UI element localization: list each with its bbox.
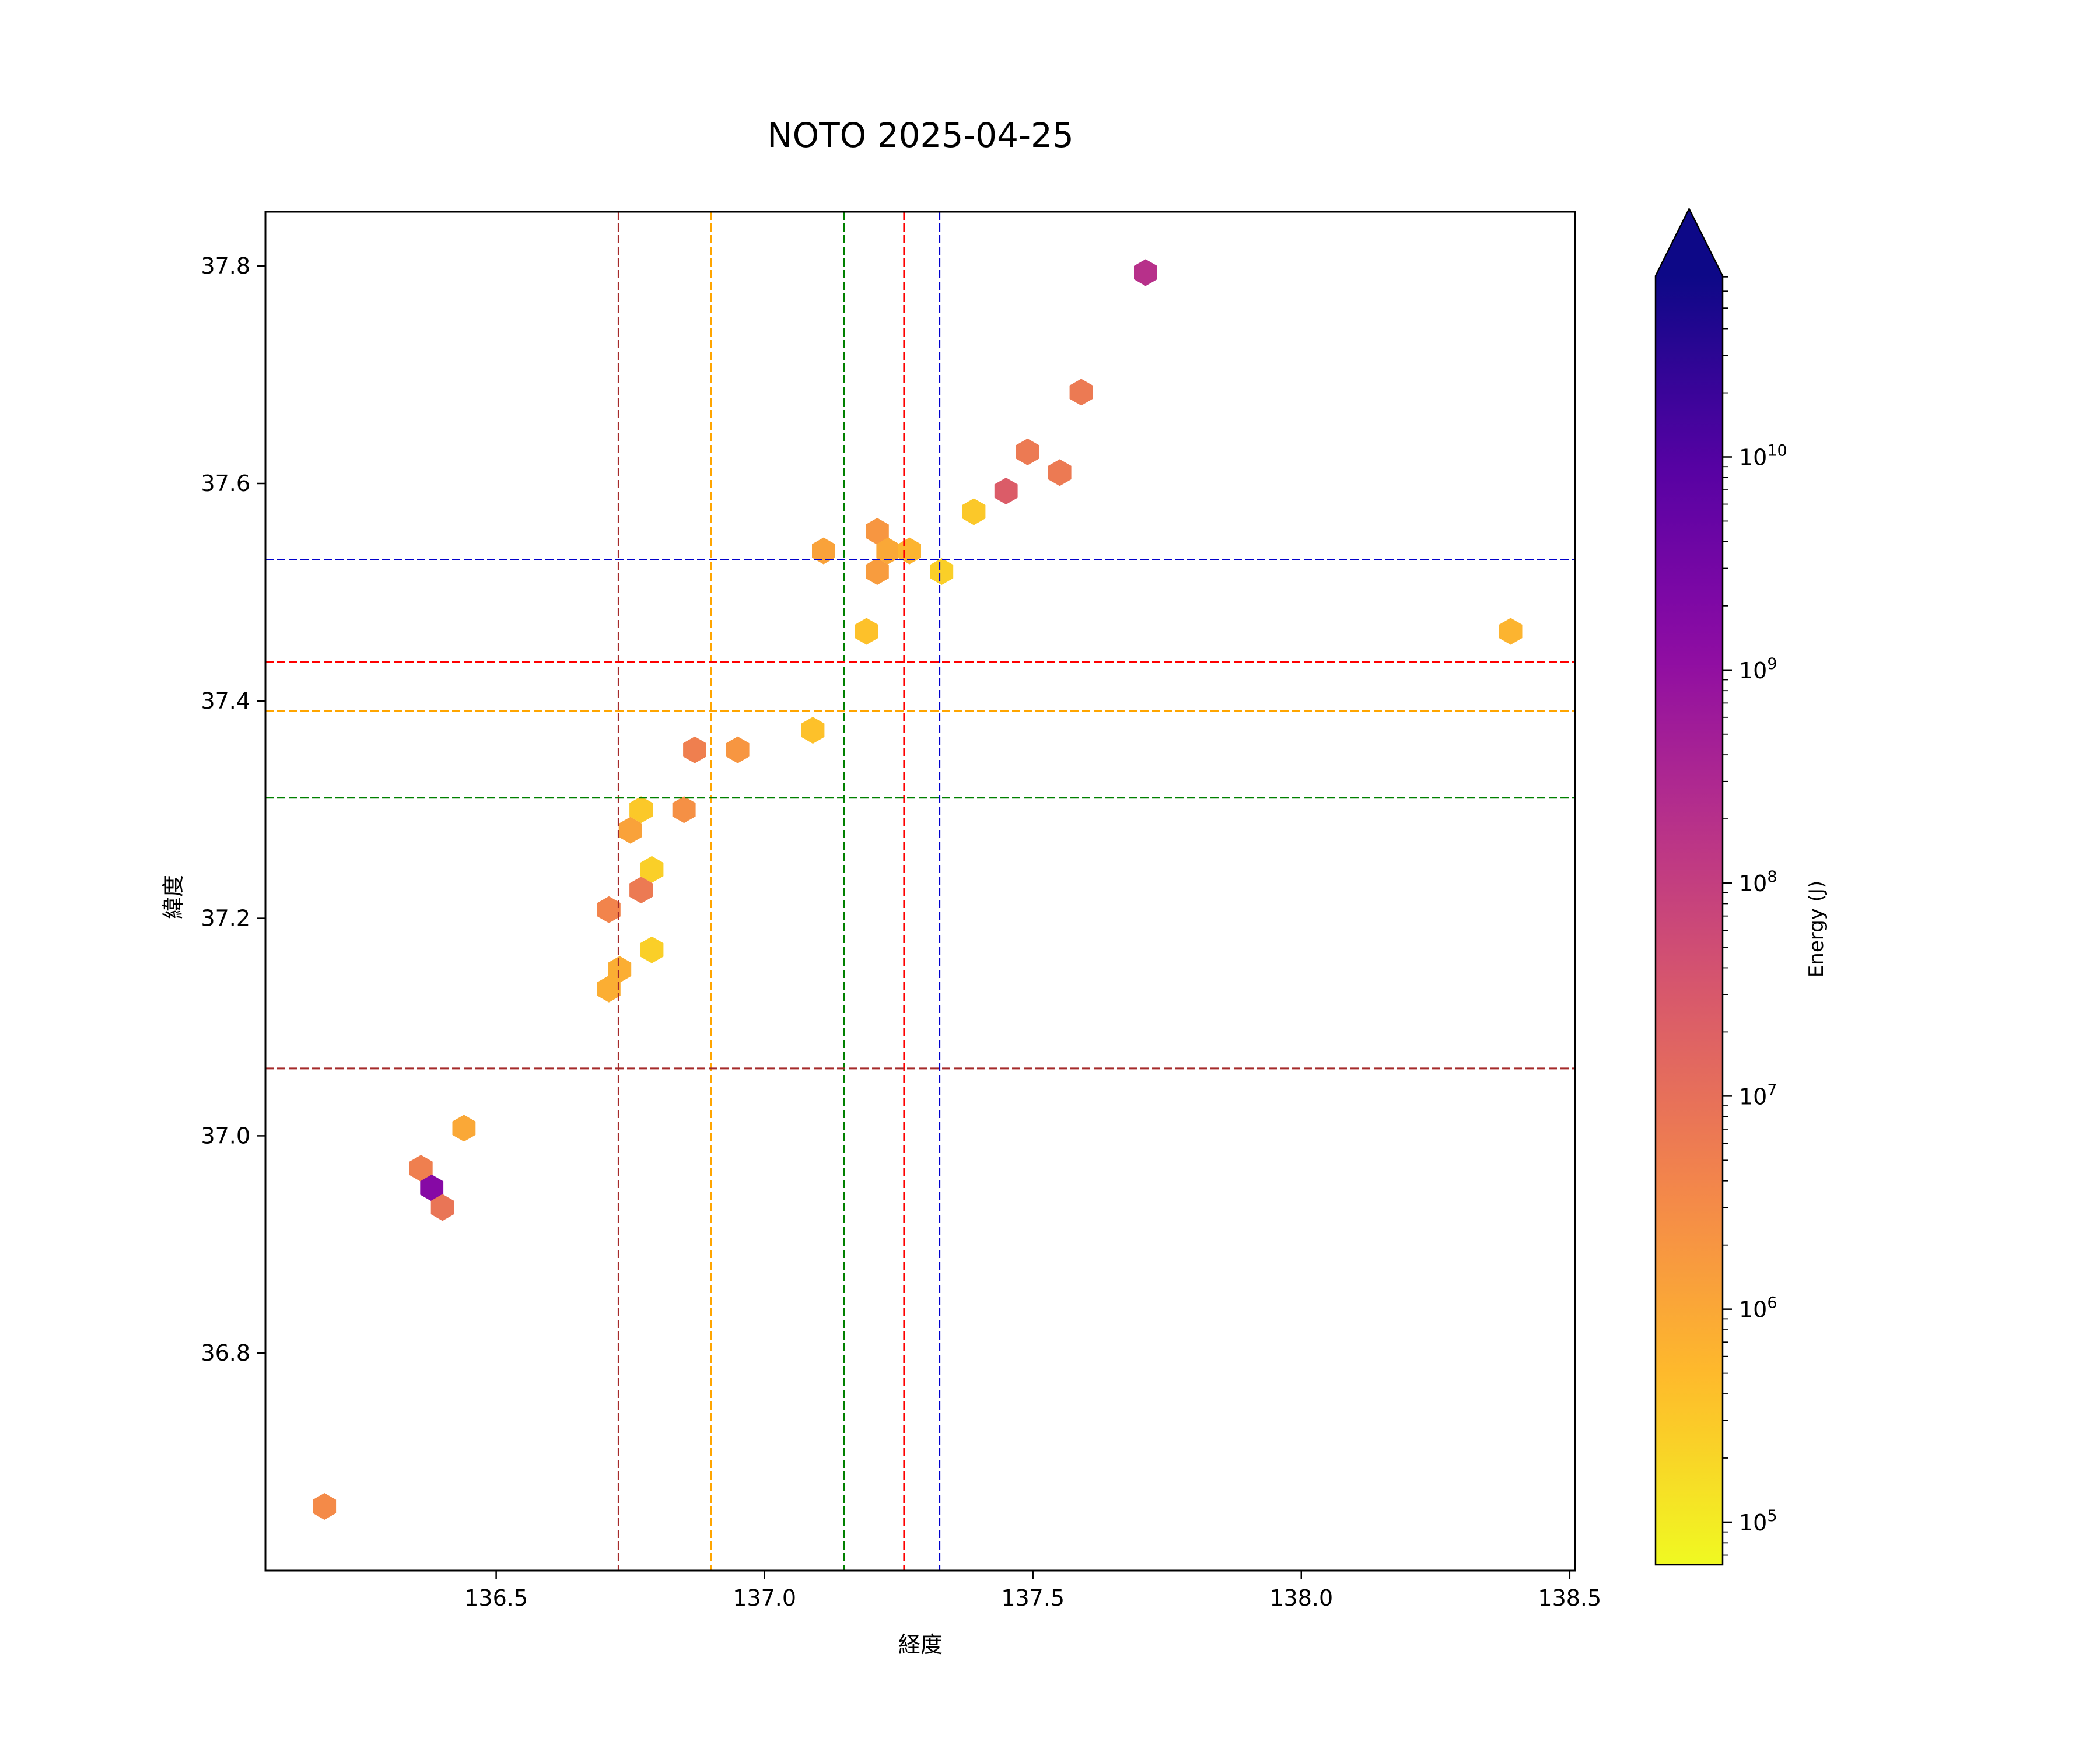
colorbar-tick-label: 109: [1739, 655, 1777, 684]
data-point: [409, 1155, 433, 1182]
data-point: [618, 817, 642, 844]
x-axis-label: 経度: [898, 1632, 943, 1658]
data-point: [313, 1493, 337, 1520]
y-tick-label: 37.4: [201, 688, 250, 714]
y-tick-label: 37.6: [201, 471, 250, 496]
colorbar-label: Energy (J): [1805, 881, 1828, 977]
data-point: [1069, 379, 1093, 406]
plot-frame: [264, 211, 1576, 1572]
data-point: [1016, 438, 1040, 465]
x-tick-label: 136.5: [464, 1585, 528, 1611]
data-point: [1499, 618, 1522, 645]
chart-title: NOTO 2025-04-25: [767, 115, 1074, 155]
colorbar-tick-label: 105: [1739, 1507, 1777, 1536]
data-point: [1134, 259, 1157, 286]
data-point: [629, 877, 653, 904]
data-point: [962, 498, 986, 525]
data-point: [930, 558, 954, 585]
data-point: [866, 558, 889, 585]
colorbar-outline: [1654, 207, 1724, 1566]
x-tick-label: 138.5: [1538, 1585, 1601, 1611]
data-point: [420, 1174, 444, 1201]
colorbar-tick-label: 106: [1739, 1294, 1777, 1323]
data-point: [994, 478, 1018, 504]
data-point: [866, 518, 889, 545]
colorbar-extend-arrow: [1656, 209, 1723, 276]
data-point: [430, 1194, 454, 1221]
data-point: [812, 537, 835, 565]
data-point: [683, 736, 706, 763]
y-tick-label: 37.0: [201, 1123, 250, 1148]
x-tick-label: 137.0: [733, 1585, 796, 1611]
data-point: [855, 618, 878, 645]
data-point: [672, 796, 696, 824]
x-tick-label: 138.0: [1269, 1585, 1333, 1611]
data-point: [640, 856, 664, 883]
y-tick-label: 36.8: [201, 1340, 250, 1366]
y-tick-label: 37.8: [201, 253, 250, 279]
colorbar-tick-label: 107: [1739, 1081, 1777, 1109]
colorbar-tick-label: 1010: [1739, 441, 1787, 470]
colorbar-tick-label: 108: [1739, 868, 1777, 896]
data-point: [597, 896, 621, 923]
data-point: [1048, 459, 1072, 486]
data-point: [629, 796, 653, 824]
data-point: [876, 537, 900, 565]
y-tick-label: 37.2: [201, 906, 250, 931]
x-tick-label: 137.5: [1001, 1585, 1065, 1611]
y-axis-label: 緯度: [160, 875, 186, 919]
data-point: [726, 736, 750, 763]
data-point: [597, 975, 621, 1003]
data-point: [452, 1115, 476, 1142]
colorbar-gradient: [1656, 276, 1723, 1565]
data-point: [640, 936, 664, 963]
data-point: [608, 956, 632, 983]
data-point: [801, 717, 825, 744]
